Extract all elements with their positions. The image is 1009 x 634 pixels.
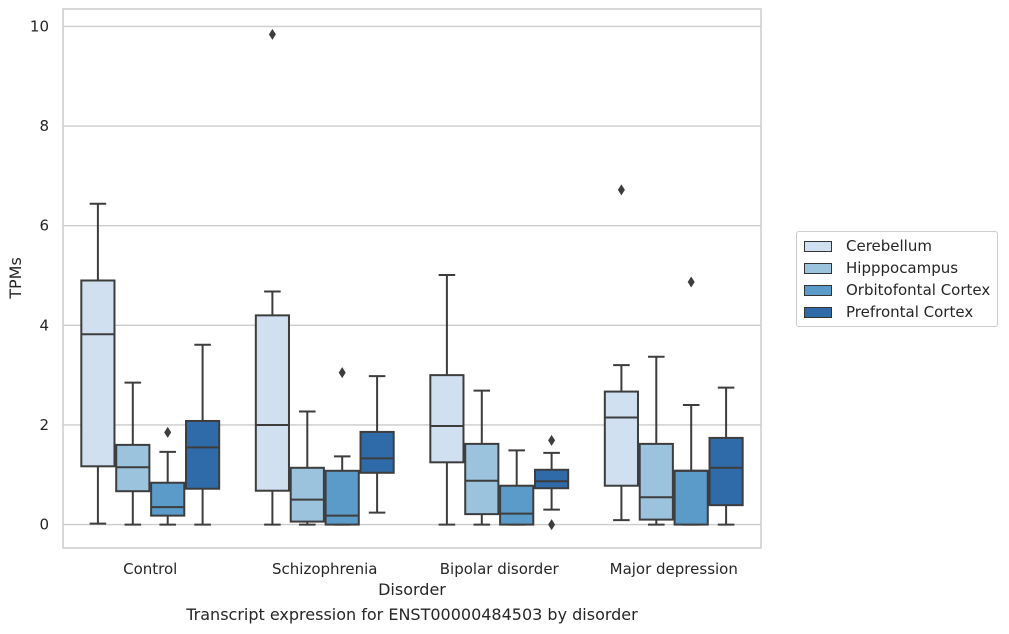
box-rect bbox=[359, 430, 395, 474]
legend-item-hippocampus: Hipppocampus bbox=[804, 257, 958, 279]
outlier-point bbox=[164, 426, 172, 438]
x-tick-label: Bipolar disorder bbox=[440, 560, 560, 578]
box-rect bbox=[638, 442, 674, 521]
box-rect bbox=[185, 419, 221, 490]
legend-label: Hipppocampus bbox=[846, 259, 959, 277]
box-1-2 bbox=[324, 367, 360, 526]
x-tick-label: Major depression bbox=[610, 560, 738, 578]
box-rect bbox=[289, 466, 325, 523]
plot-frame bbox=[62, 8, 762, 549]
x-tick-label: Control bbox=[123, 560, 177, 578]
y-tick-labels: 0 2 4 6 8 10 bbox=[30, 17, 49, 533]
x-tick-labels: Control Schizophrenia Bipolar disorder Majo… bbox=[123, 560, 738, 578]
box-1-3 bbox=[359, 375, 395, 514]
box-rect bbox=[708, 436, 744, 507]
y-tick-label: 4 bbox=[39, 316, 49, 334]
box-2-1 bbox=[464, 389, 500, 526]
legend-item-prefrontal: Prefrontal Cortex bbox=[804, 301, 973, 323]
legend-swatch bbox=[804, 284, 832, 296]
legend-label: Orbitofontal Cortex bbox=[846, 281, 991, 299]
legend-label: Prefrontal Cortex bbox=[846, 303, 974, 321]
box-0-1 bbox=[115, 381, 151, 526]
box-rect bbox=[254, 314, 290, 492]
x-tick-label: Schizophrenia bbox=[272, 560, 377, 578]
box-rect bbox=[534, 468, 570, 490]
y-axis-label: TPMs bbox=[6, 257, 25, 300]
box-rect bbox=[429, 374, 465, 464]
box-3-3 bbox=[708, 386, 744, 526]
box-2-0 bbox=[429, 274, 465, 526]
box-3-2 bbox=[673, 276, 709, 526]
x-axis-label: Disorder bbox=[378, 580, 446, 599]
y-tick-label: 10 bbox=[30, 17, 49, 35]
box-rect bbox=[603, 390, 639, 487]
outlier-point bbox=[338, 367, 346, 379]
y-tick-label: 2 bbox=[39, 416, 49, 434]
box-rect bbox=[464, 442, 500, 516]
box-0-3 bbox=[185, 343, 221, 526]
box-0-0 bbox=[80, 202, 116, 525]
y-tick-label: 6 bbox=[39, 217, 49, 235]
box-2-3 bbox=[534, 434, 570, 531]
boxes-layer bbox=[80, 28, 744, 531]
outlier-point bbox=[617, 184, 625, 196]
box-1-1 bbox=[289, 410, 325, 526]
grid-lines bbox=[63, 25, 761, 526]
box-rect bbox=[673, 469, 709, 526]
box-3-0 bbox=[603, 184, 639, 522]
legend-swatch bbox=[804, 240, 832, 252]
legend-item-orbitofrontal: Orbitofontal Cortex bbox=[804, 279, 990, 301]
outlier-point bbox=[548, 434, 556, 446]
box-rect bbox=[80, 279, 116, 468]
box-rect bbox=[150, 481, 186, 517]
box-0-2 bbox=[150, 426, 186, 526]
box-1-0 bbox=[254, 28, 290, 526]
y-tick-label: 0 bbox=[39, 516, 49, 534]
outlier-point bbox=[548, 519, 556, 531]
legend-label: Cerebellum bbox=[846, 237, 932, 255]
box-3-1 bbox=[638, 355, 674, 526]
y-tick-label: 8 bbox=[39, 117, 49, 135]
legend: Cerebellum Hipppocampus Orbitofontal Cor… bbox=[796, 231, 998, 327]
box-rect bbox=[499, 484, 535, 526]
legend-swatch bbox=[804, 262, 832, 274]
legend-swatch bbox=[804, 306, 832, 318]
box-2-2 bbox=[499, 449, 535, 526]
legend-item-cerebellum: Cerebellum bbox=[804, 235, 932, 257]
figure-caption: Transcript expression for ENST0000048450… bbox=[186, 605, 638, 624]
outlier-point bbox=[687, 276, 695, 288]
outlier-point bbox=[268, 28, 276, 40]
